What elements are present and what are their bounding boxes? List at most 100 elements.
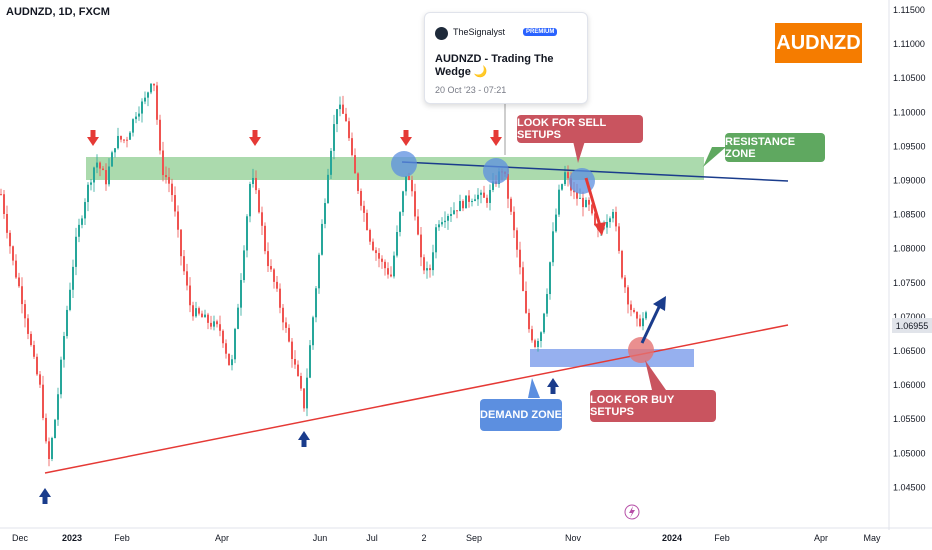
bull-candle <box>252 177 254 184</box>
bull-candle <box>579 197 581 199</box>
demand-zone-label: DEMAND ZONE <box>480 399 562 431</box>
bear-candle <box>303 388 305 409</box>
bear-candle <box>9 232 11 247</box>
bear-candle <box>30 333 32 346</box>
candles-group <box>0 81 647 467</box>
bear-candle <box>39 374 41 385</box>
bear-candle <box>165 175 167 178</box>
price-tick-label: 1.09500 <box>893 141 926 151</box>
time-tick-label: 2023 <box>62 533 82 543</box>
bull-candle <box>141 101 143 114</box>
bear-candle <box>528 312 530 330</box>
idea-date: 20 Oct '23 - 07:21 <box>435 85 507 95</box>
bear-candle <box>168 177 170 184</box>
bear-candle <box>576 192 578 199</box>
bull-candle <box>60 359 62 395</box>
buy-circle <box>628 337 654 363</box>
bull-candle <box>564 172 566 185</box>
bull-candle <box>204 314 206 318</box>
bear-candle <box>462 201 464 209</box>
bear-candle <box>12 246 14 261</box>
bull-candle <box>606 222 608 228</box>
bear-candle <box>33 345 35 357</box>
bear-candle <box>219 324 221 331</box>
bear-candle <box>513 211 515 231</box>
bull-candle <box>63 336 65 360</box>
bear-candle <box>126 139 128 141</box>
bear-candle <box>282 307 284 323</box>
bull-candle <box>213 321 215 327</box>
bull-candle <box>474 199 476 202</box>
price-axis-panel[interactable] <box>889 0 932 550</box>
bull-candle <box>144 97 146 102</box>
bear-candle <box>384 261 386 269</box>
bull-candle <box>465 195 467 209</box>
bear-candle <box>120 135 122 140</box>
bull-candle <box>93 167 95 183</box>
blue-up-arrow-3 <box>547 378 559 394</box>
author-name[interactable]: TheSignalyst <box>453 27 506 37</box>
resistance-trendline <box>401 161 789 182</box>
resistance-zone-label: RESISTANCE ZONE <box>725 133 825 162</box>
bull-candle <box>72 266 74 290</box>
bear-candle <box>102 168 104 171</box>
bear-candle <box>633 309 635 312</box>
bull-candle <box>81 218 83 225</box>
buy-arrow-head <box>653 296 666 311</box>
bull-candle <box>237 307 239 329</box>
price-tick-label: 1.04500 <box>893 482 926 492</box>
bull-candle <box>132 119 134 133</box>
bull-candle <box>645 312 647 319</box>
bear-candle <box>153 83 155 86</box>
bear-candle <box>177 211 179 230</box>
bull-candle <box>480 192 482 195</box>
time-tick-label: Jul <box>366 533 378 543</box>
bull-candle <box>561 184 563 190</box>
bear-candle <box>228 353 230 366</box>
price-tick-label: 1.05000 <box>893 448 926 458</box>
bear-candle <box>342 104 344 114</box>
bear-candle <box>378 253 380 259</box>
bear-candle <box>24 304 26 319</box>
bull-candle <box>324 203 326 224</box>
idea-title[interactable]: AUDNZD - Trading The Wedge 🌙 <box>435 53 554 78</box>
bull-candle <box>459 201 461 212</box>
bull-candle <box>396 232 398 256</box>
idea-popup[interactable]: TheSignalyst PREMIUM AUDNZD - Trading Th… <box>424 12 588 104</box>
bear-candle <box>210 322 212 327</box>
price-tick-label: 1.07500 <box>893 278 926 288</box>
bear-candle <box>207 314 209 323</box>
bull-candle <box>549 262 551 295</box>
bull-candle <box>393 255 395 277</box>
bear-candle <box>258 190 260 213</box>
touch-circle-2 <box>483 158 509 184</box>
bear-candle <box>588 199 590 205</box>
demand-label-pointer <box>528 378 540 398</box>
bull-candle <box>312 317 314 346</box>
bear-candle <box>408 176 410 180</box>
touch-circle-1 <box>391 151 417 177</box>
bull-candle <box>147 92 149 98</box>
price-tick-label: 1.07000 <box>893 312 926 322</box>
bear-candle <box>483 192 485 198</box>
time-tick-label: 2 <box>421 533 426 543</box>
bear-candle <box>45 417 47 442</box>
bear-candle <box>618 226 620 251</box>
bear-candle <box>264 225 266 252</box>
bull-candle <box>471 201 473 203</box>
bear-candle <box>27 318 29 334</box>
bear-candle <box>615 211 617 227</box>
bull-candle <box>333 124 335 151</box>
bull-candle <box>138 113 140 117</box>
bear-candle <box>276 281 278 289</box>
bear-candle <box>123 139 125 141</box>
bear-candle <box>300 376 302 389</box>
bear-candle <box>192 305 194 317</box>
red-down-arrow-4 <box>490 130 502 146</box>
red-down-arrow-2 <box>249 130 261 146</box>
bull-candle <box>129 132 131 140</box>
bull-candle <box>309 345 311 378</box>
event-bolt-glyph <box>629 506 635 518</box>
bull-candle <box>84 202 86 219</box>
